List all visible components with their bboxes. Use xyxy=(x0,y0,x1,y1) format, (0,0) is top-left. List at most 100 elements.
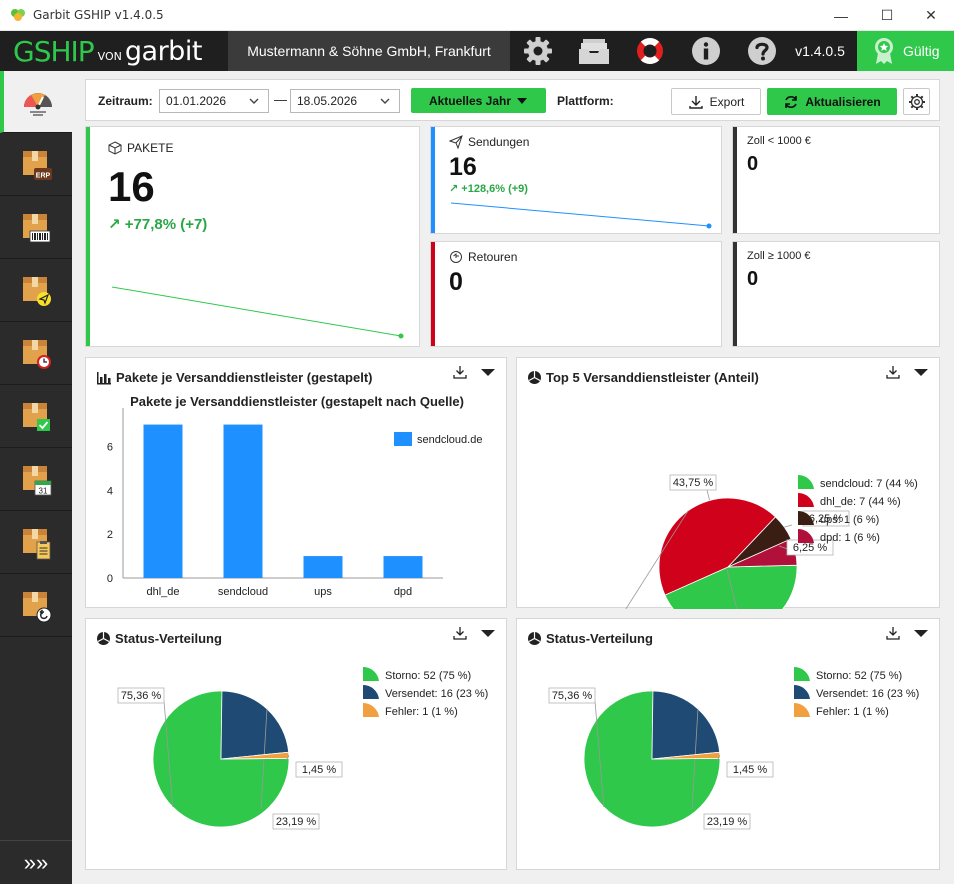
kpi-zoll-low-title: Zoll < 1000 € xyxy=(747,135,811,147)
download-icon[interactable] xyxy=(885,625,901,641)
legend-swatch xyxy=(798,510,814,525)
info-button[interactable] xyxy=(678,31,734,71)
barcode-package-icon xyxy=(23,213,51,242)
download-icon[interactable] xyxy=(885,364,901,380)
pie-chart: 75,36 % 23,19 % 1,45 % Storno: 52 (75 %) Ver… xyxy=(548,666,919,830)
kpi-zoll-low-value: 0 xyxy=(747,153,759,175)
x-tick-label: dhl_de xyxy=(146,586,179,598)
kpi-pakete-label: PAKETE xyxy=(127,141,174,155)
pie-chart: 75,36 % 23,19 % 1,45 % Storno: 52 (75 %) Ver… xyxy=(117,666,488,830)
kpi-sendungen-sparkline xyxy=(450,202,712,229)
legend-swatch xyxy=(363,684,379,699)
y-tick-label: 0 xyxy=(107,573,113,585)
date-from-input[interactable]: 01.01.2026 xyxy=(159,89,269,113)
pie-label-box xyxy=(548,687,596,704)
kpi-accent-bar xyxy=(86,127,90,346)
refresh-button[interactable]: Aktualisieren xyxy=(767,88,897,115)
paper-plane-icon xyxy=(449,135,463,149)
sidebar-item-dashboard[interactable] xyxy=(0,71,72,133)
kpi-card-retouren: Retouren 0 xyxy=(430,241,722,347)
bar-sendcloud[interactable] xyxy=(223,424,263,578)
kpi-pakete-trend-value: +77,8% (+7) xyxy=(124,216,208,233)
pie-label-box xyxy=(726,761,774,778)
filter-toolbar: Zeitraum: 01.01.2026 — 18.05.2026 Aktuel… xyxy=(85,79,940,121)
gear-icon xyxy=(524,37,552,65)
legend-label: dpd: 1 (6 %) xyxy=(820,532,880,544)
trend-up-icon: ↗ xyxy=(108,216,121,233)
kpi-retouren-label: Retouren xyxy=(468,250,518,264)
sidebar: ERP 31 xyxy=(0,71,72,884)
bar-dhl_de[interactable] xyxy=(143,424,183,578)
pie-label: 75,36 % xyxy=(121,690,162,702)
logo-von: VON xyxy=(97,49,122,63)
pie-leader-line xyxy=(784,524,793,528)
caret-down-icon[interactable] xyxy=(480,627,496,639)
erp-package-icon: ERP xyxy=(23,150,52,180)
kpi-card-sendungen: Sendungen 16 ↗ +128,6% (+9) xyxy=(430,126,722,234)
sidebar-item-pending[interactable] xyxy=(0,323,72,385)
legend-swatch xyxy=(798,492,814,507)
maximize-button[interactable]: ☐ xyxy=(880,7,894,23)
minimize-button[interactable]: — xyxy=(834,7,848,24)
trend-up-icon: ↗ xyxy=(449,183,459,195)
pie-label: 6,25 % xyxy=(809,513,843,525)
bar-dpd[interactable] xyxy=(383,556,423,578)
chart-card-status-right: Status-Verteilung 75,36 % 23,19 % 1,45 % St… xyxy=(516,618,940,870)
caret-down-icon[interactable] xyxy=(913,627,929,639)
sidebar-item-labels[interactable] xyxy=(0,197,72,259)
caret-down-icon[interactable] xyxy=(913,366,929,378)
award-badge-icon xyxy=(875,38,893,64)
kpi-accent-bar xyxy=(733,127,737,233)
toolbar-settings-button[interactable] xyxy=(903,88,930,115)
help-icon xyxy=(748,37,776,65)
date-to-input[interactable]: 18.05.2026 xyxy=(290,89,400,113)
caret-down-icon[interactable] xyxy=(480,366,496,378)
sidebar-item-reports[interactable] xyxy=(0,512,72,574)
settings-button[interactable] xyxy=(510,31,566,71)
help-button[interactable] xyxy=(734,31,790,71)
close-button[interactable]: ✕ xyxy=(925,7,937,23)
download-icon[interactable] xyxy=(452,625,468,641)
support-button[interactable] xyxy=(622,31,678,71)
pie-label: 75,36 % xyxy=(552,690,593,702)
kpi-pakete-sparkline xyxy=(111,286,404,339)
chevron-down-icon xyxy=(380,98,390,104)
kpi-accent-bar xyxy=(431,127,435,233)
kpi-pakete-trend: ↗ +77,8% (+7) xyxy=(108,215,207,233)
legend-label: dhl_de: 7 (44 %) xyxy=(820,496,901,508)
period-label: Zeitraum: xyxy=(98,94,153,108)
sidebar-item-erp[interactable]: ERP xyxy=(0,134,72,196)
period-preset-button[interactable]: Aktuelles Jahr xyxy=(411,88,546,113)
x-tick-label: dpd xyxy=(394,586,412,598)
return-package-icon xyxy=(23,591,52,622)
download-icon[interactable] xyxy=(452,364,468,380)
pie-slice-versendet[interactable] xyxy=(651,690,721,760)
legend-swatch xyxy=(798,528,814,543)
pie-label: 1,45 % xyxy=(302,764,336,776)
bar-chart: 0 2 4 6 dhl_de sendcloud ups dpd sendcloud.de xyxy=(107,408,482,598)
sidebar-item-shipping[interactable] xyxy=(0,260,72,322)
box-icon xyxy=(108,141,122,155)
pie-label: 6,25 % xyxy=(793,542,827,554)
clock-package-icon xyxy=(23,339,51,369)
kpi-zoll-high-title: Zoll ≥ 1000 € xyxy=(747,250,811,262)
pie-leader-line xyxy=(163,700,174,807)
sidebar-expand-button[interactable]: »» xyxy=(0,840,72,884)
sidebar-item-returns[interactable] xyxy=(0,575,72,637)
calendar-day: 31 xyxy=(39,486,48,495)
pie-label-box xyxy=(669,474,717,491)
sidebar-item-completed[interactable] xyxy=(0,386,72,448)
caret-down-icon xyxy=(517,97,528,104)
archive-button[interactable] xyxy=(566,31,622,71)
pie-label-box xyxy=(272,813,320,830)
pie-slice-versendet[interactable] xyxy=(220,690,290,760)
chart-card-title-text: Top 5 Versanddienstleister (Anteil) xyxy=(546,370,759,385)
dashboard-main: Zeitraum: 01.01.2026 — 18.05.2026 Aktuel… xyxy=(72,71,954,884)
export-button[interactable]: Export xyxy=(671,88,761,115)
brand-logo: GSHIP VON garbit xyxy=(0,31,228,71)
sidebar-item-calendar[interactable]: 31 xyxy=(0,449,72,511)
license-status[interactable]: Gültig xyxy=(857,31,954,71)
bar-ups[interactable] xyxy=(303,556,343,578)
period-preset-label: Aktuelles Jahr xyxy=(428,93,512,108)
pie-chart-icon xyxy=(528,371,541,384)
